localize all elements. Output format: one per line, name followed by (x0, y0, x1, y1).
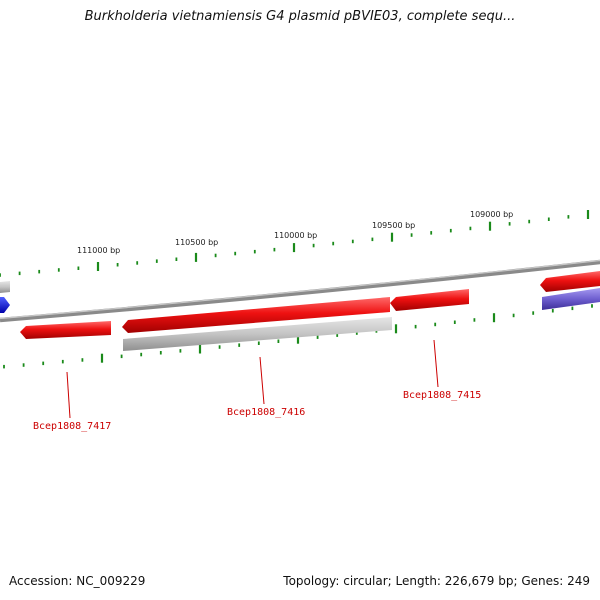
scale-label-110500: 110500 bp (175, 238, 218, 247)
minor-tick (567, 215, 570, 219)
major-tick (492, 313, 496, 323)
outer-scale-ticks (0, 210, 590, 277)
major-tick (194, 252, 198, 262)
minor-tick (371, 237, 374, 242)
minor-tick (61, 359, 64, 364)
backbone-highlight (0, 259, 600, 320)
minor-tick (155, 259, 158, 263)
major-tick (390, 232, 394, 242)
topology-summary-text: Topology: circular; Length: 226,679 bp; … (283, 574, 590, 588)
minor-tick (434, 322, 437, 327)
minor-tick (116, 263, 119, 267)
minor-tick (38, 269, 41, 274)
major-tick (292, 243, 296, 253)
scale-label-109000: 109000 bp (470, 210, 513, 219)
gene-label-7417[interactable]: Bcep1808_7417 (33, 421, 111, 432)
minor-tick (355, 331, 358, 335)
scale-label-110000: 110000 bp (274, 231, 317, 240)
gene-arrow-right-edge[interactable] (540, 271, 600, 292)
major-tick (96, 262, 100, 271)
gene-arrow-bcep1808-7417[interactable] (20, 321, 111, 339)
minor-tick (591, 304, 593, 308)
minor-tick (238, 343, 241, 347)
inner-scale-ticks (3, 304, 593, 369)
major-tick (100, 353, 104, 363)
minor-tick (351, 239, 354, 244)
minor-tick (508, 222, 511, 226)
minor-tick (528, 219, 531, 224)
minor-tick (277, 339, 280, 343)
major-tick (296, 334, 300, 344)
minor-tick (77, 266, 80, 270)
major-tick (394, 324, 398, 334)
blue-gene-left-edge[interactable] (0, 297, 10, 313)
minor-tick (214, 253, 217, 258)
gene-label-7415[interactable]: Bcep1808_7415 (403, 390, 481, 401)
minor-tick (253, 249, 256, 254)
map-title: Burkholderia vietnamiensis G4 plasmid pB… (84, 9, 516, 24)
reverse-gene-arrow[interactable] (123, 317, 392, 351)
gene-label-7416[interactable]: Bcep1808_7416 (227, 407, 305, 418)
minor-tick (218, 345, 221, 349)
minor-tick (316, 335, 319, 339)
major-tick (488, 221, 492, 231)
minor-tick (57, 268, 60, 272)
minor-tick (453, 320, 456, 324)
minor-tick (257, 341, 260, 345)
minor-tick (136, 261, 139, 265)
minor-tick (273, 247, 276, 252)
gene-leader-line-7416 (259, 356, 265, 405)
minor-tick (332, 241, 335, 246)
minor-tick (547, 217, 550, 221)
minor-tick (469, 226, 472, 231)
minor-tick (551, 309, 554, 313)
minor-tick (42, 361, 45, 366)
minor-tick (312, 243, 315, 248)
minor-tick (18, 271, 21, 276)
minor-tick (336, 333, 339, 337)
scale-label-109500: 109500 bp (372, 221, 415, 230)
minor-tick (81, 358, 84, 362)
minor-tick (140, 352, 143, 357)
reverse-gene-left-edge[interactable] (0, 281, 10, 293)
gene-leader-line-7417 (66, 371, 71, 419)
purple-gene-arrow[interactable] (542, 288, 600, 310)
minor-tick (410, 233, 413, 237)
minor-tick (179, 349, 182, 353)
minor-tick (159, 351, 162, 355)
minor-tick (120, 354, 123, 359)
minor-tick (0, 273, 1, 277)
gene-arrow-bcep1808-7415[interactable] (390, 289, 469, 311)
minor-tick (3, 364, 5, 369)
minor-tick (234, 251, 237, 256)
minor-tick (512, 313, 515, 318)
minor-tick (22, 363, 25, 367)
major-tick (586, 210, 590, 219)
backbone-line (0, 259, 600, 323)
minor-tick (414, 324, 417, 329)
gene-leader-line-7415 (433, 339, 439, 388)
minor-tick (571, 306, 574, 311)
minor-tick (449, 228, 452, 233)
minor-tick (532, 311, 535, 315)
minor-tick (175, 257, 178, 261)
gene-arrow-bcep1808-7416[interactable] (122, 297, 390, 333)
accession-text: Accession: NC_009229 (9, 574, 146, 588)
scale-label-111000: 111000 bp (77, 246, 120, 255)
minor-tick (473, 318, 476, 322)
minor-tick (430, 231, 433, 235)
major-tick (198, 344, 202, 354)
